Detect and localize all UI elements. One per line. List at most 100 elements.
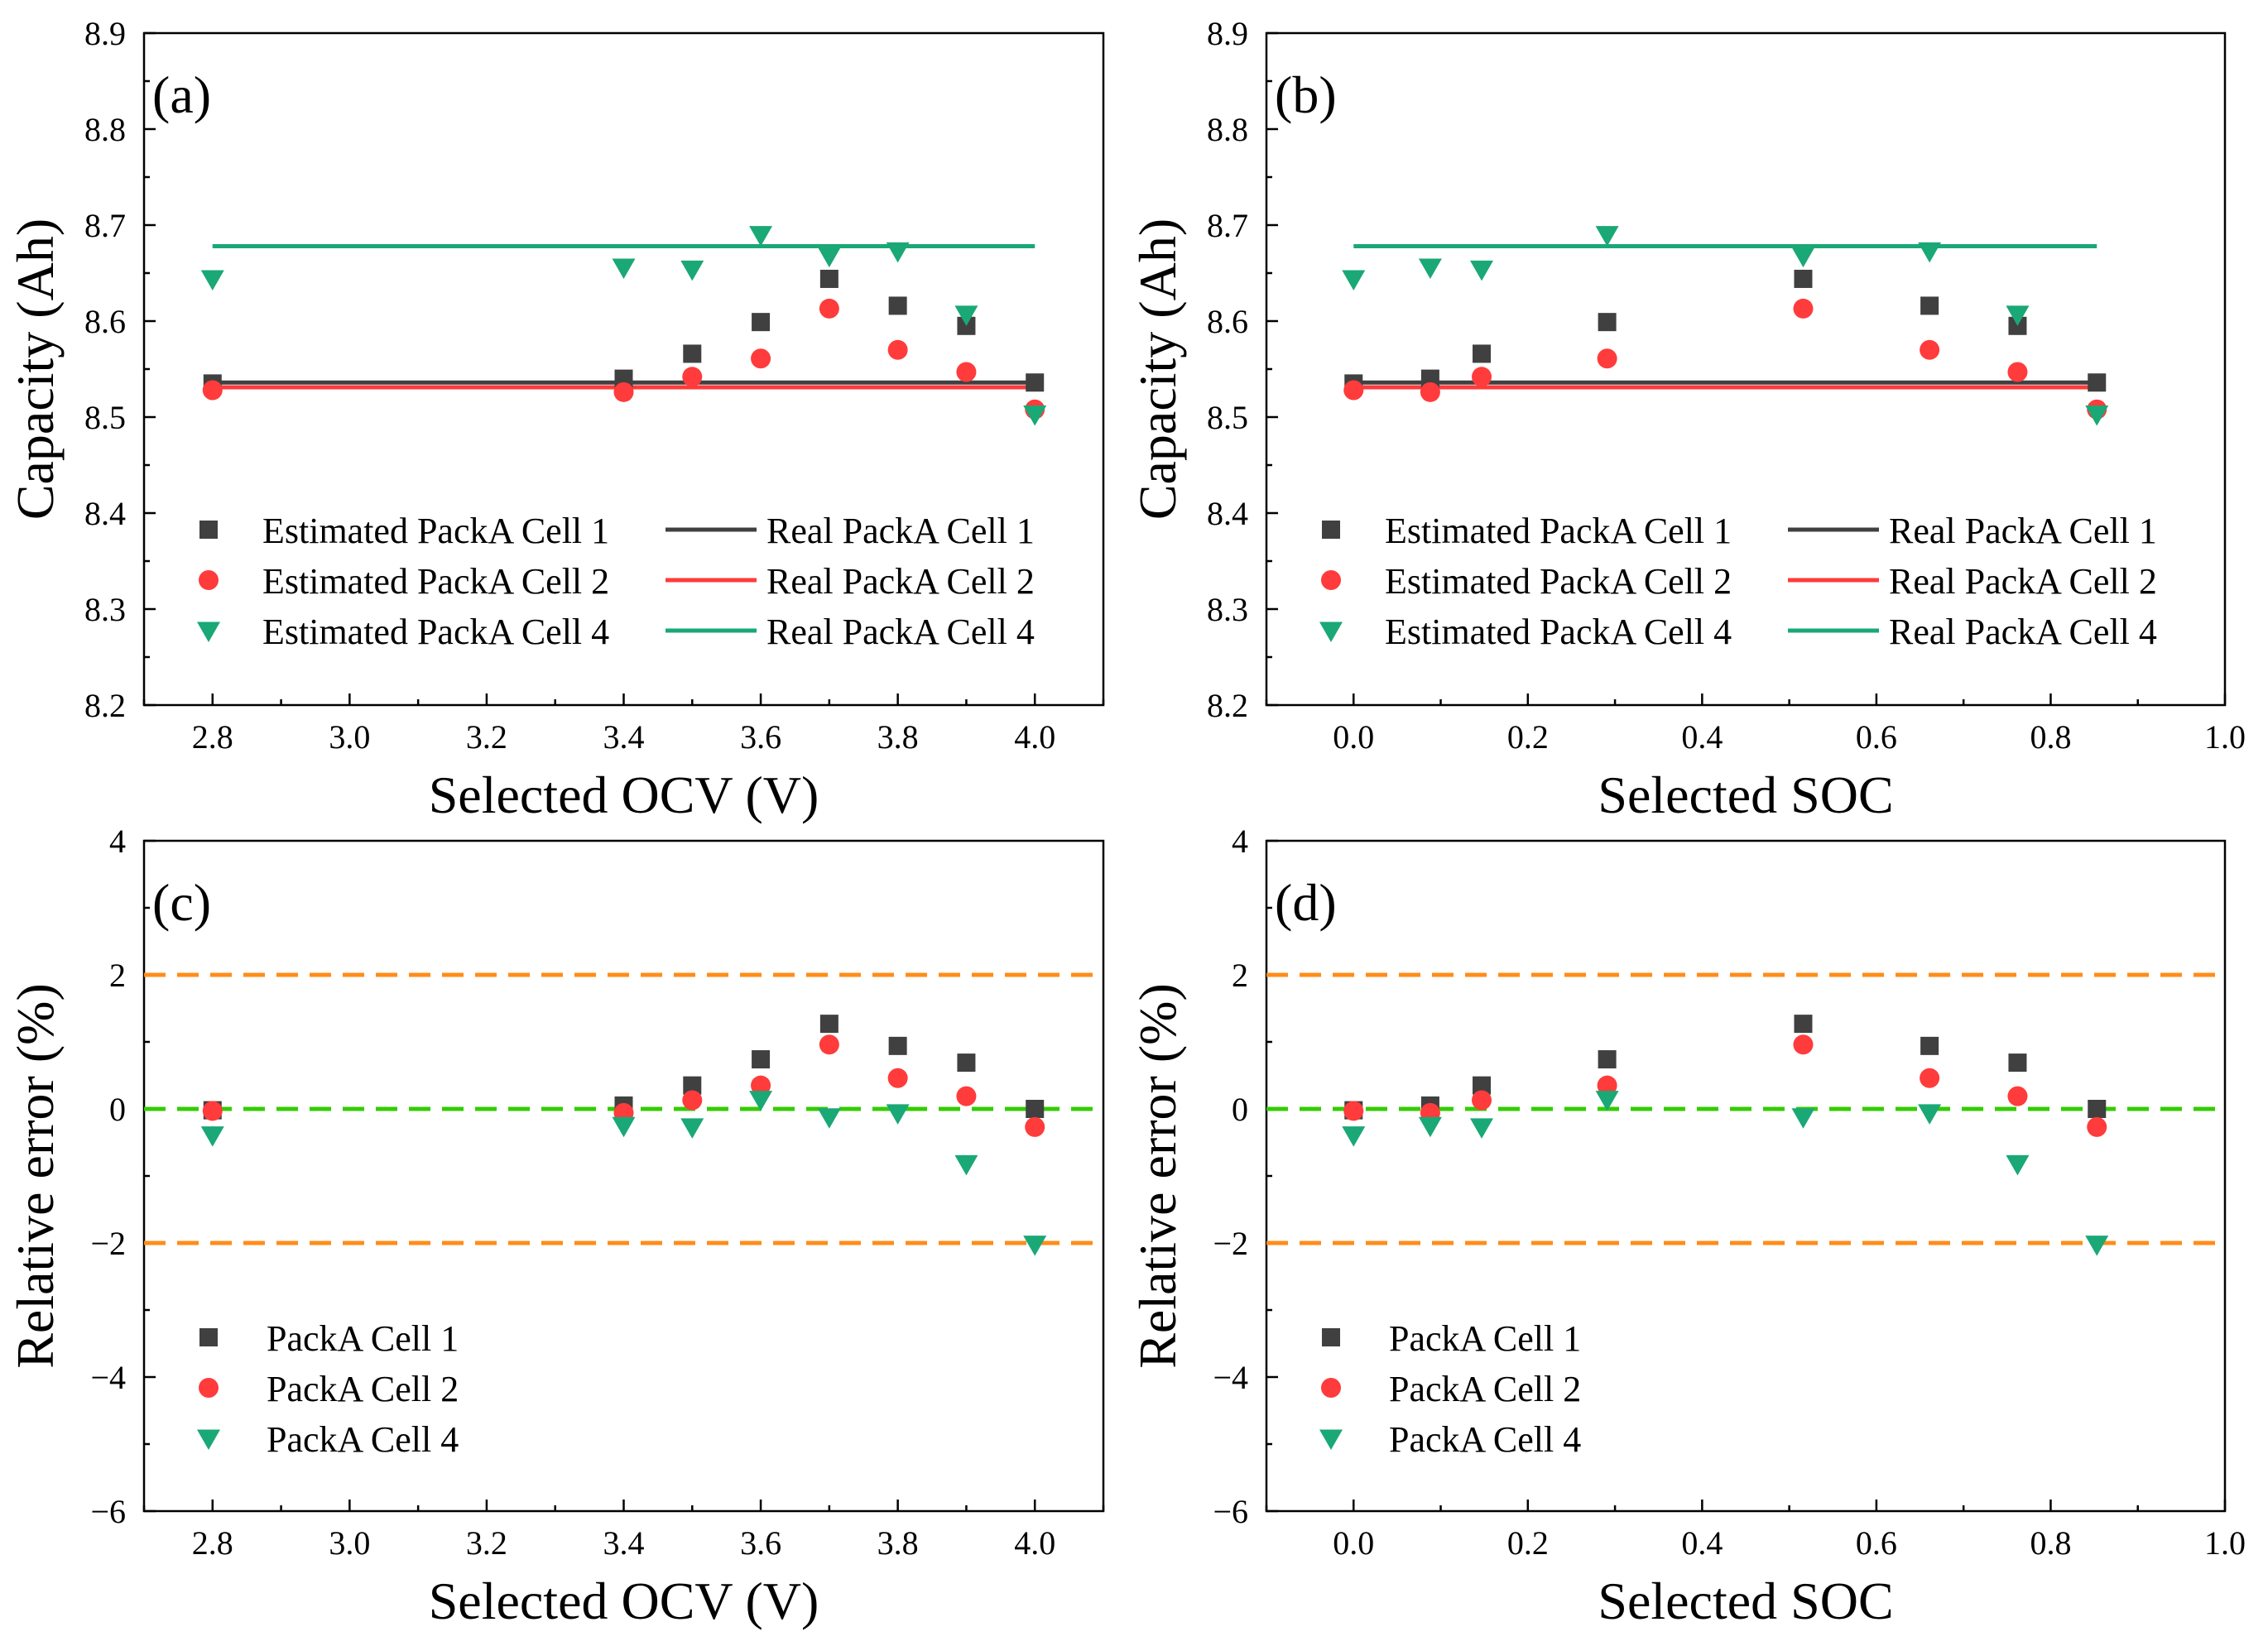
data-point: [954, 1154, 978, 1176]
data-point: [202, 1101, 223, 1121]
y-axis: −6 −4 −2 0 2 4: [90, 823, 156, 1530]
x-tick-label: 0.2: [1507, 718, 1549, 756]
x-tick-label: 4.0: [1014, 718, 1055, 756]
x-axis-title: Selected OCV (V): [429, 765, 819, 824]
legend-label: Estimated PackA Cell 1: [262, 511, 609, 551]
legend-marker: [197, 1429, 220, 1450]
data-point: [613, 382, 634, 402]
legend-label: Real PackA Cell 2: [1889, 561, 2157, 602]
y-tick-label: 8.5: [1207, 399, 1248, 436]
series-3: [200, 226, 1047, 426]
data-point: [1343, 1101, 1364, 1121]
x-tick-label: 0.0: [1333, 1524, 1374, 1562]
data-point: [680, 260, 704, 281]
x-axis-title: Selected SOC: [1598, 1572, 1893, 1630]
legend-label: Estimated PackA Cell 4: [1385, 612, 1732, 652]
x-tick-label: 2.8: [192, 718, 233, 756]
legend-label: Real PackA Cell 2: [766, 561, 1035, 602]
panel-label: (a): [152, 65, 211, 124]
series-3: [1342, 226, 2109, 426]
legend-marker: [199, 570, 219, 590]
x-tick-label: 0.2: [1507, 1524, 1549, 1562]
legend-marker: [1322, 1328, 1340, 1346]
x-tick-label: 3.0: [329, 1524, 370, 1562]
y-axis: −6 −4 −2 0 2 4: [1213, 823, 1278, 1530]
data-point: [683, 1076, 702, 1095]
data-point: [1793, 1034, 1814, 1055]
data-point: [682, 367, 703, 387]
data-point: [1920, 296, 1939, 315]
legend-label: Real PackA Cell 4: [766, 612, 1035, 652]
data-point: [200, 1126, 224, 1147]
data-point: [202, 380, 223, 401]
y-axis-title: Capacity (Ah): [1128, 218, 1187, 520]
data-point: [2088, 1100, 2107, 1118]
data-point: [1793, 298, 1814, 319]
legend-label: Estimated PackA Cell 1: [1385, 511, 1732, 551]
legend-marker: [1322, 521, 1340, 539]
y-axis: 8.2 8.3 8.4 8.5 8.6 8.7 8.8 8.9: [84, 15, 156, 724]
legend-label: PackA Cell 1: [267, 1318, 459, 1359]
y-tick-label: 8.7: [1207, 207, 1248, 244]
x-tick-label: 3.8: [877, 1524, 919, 1562]
data-point: [2087, 1116, 2107, 1137]
series-2: [202, 298, 1045, 420]
y-tick-label: −6: [90, 1493, 126, 1530]
y-tick-label: −2: [90, 1225, 126, 1262]
series-3: [200, 1091, 1047, 1256]
legend-marker: [1319, 1429, 1343, 1450]
data-point: [2006, 305, 2030, 326]
series-2: [1343, 1034, 2107, 1137]
data-point: [1791, 247, 1815, 268]
x-axis: 0.0 0.2 0.4 0.6 0.8 1.0: [1265, 693, 2246, 756]
legend-marker: [1321, 1378, 1341, 1398]
x-tick-label: 3.0: [329, 718, 370, 756]
data-point: [887, 1068, 908, 1088]
y-tick-label: 0: [109, 1091, 126, 1128]
legend: PackA Cell 1 PackA Cell 2 PackA Cell 4: [1319, 1318, 1581, 1460]
x-tick-label: 3.6: [740, 1524, 781, 1562]
data-point: [1598, 313, 1617, 332]
y-axis-title: Capacity (Ah): [6, 218, 65, 520]
data-point: [1918, 1104, 1942, 1125]
x-axis: 0.0 0.2 0.4 0.6 0.8 1.0: [1265, 1500, 2246, 1562]
data-point: [888, 1036, 907, 1055]
data-point: [749, 1091, 773, 1111]
panel-label: (d): [1275, 873, 1337, 932]
y-tick-label: 8.6: [1207, 303, 1248, 340]
y-tick-label: −4: [1213, 1359, 1248, 1396]
data-point: [2006, 1154, 2030, 1176]
data-point: [819, 269, 838, 288]
legend-marker: [197, 621, 220, 642]
x-tick-label: 0.0: [1333, 718, 1374, 756]
data-point: [2088, 373, 2107, 392]
x-tick-label: 3.4: [603, 1524, 645, 1562]
legend-marker: [1321, 570, 1341, 590]
y-tick-label: 8.3: [1207, 591, 1248, 628]
data-point: [1420, 369, 1439, 388]
y-tick-label: 4: [1232, 823, 1248, 860]
y-tick-label: 2: [109, 957, 126, 994]
legend-marker: [199, 1328, 218, 1346]
data-point: [1595, 1091, 1619, 1111]
plot-frame: [142, 839, 1105, 1513]
data-point: [752, 1050, 771, 1069]
x-axis-title: Selected SOC: [1598, 765, 1893, 824]
x-tick-label: 0.6: [1856, 1524, 1897, 1562]
legend-label: Estimated PackA Cell 4: [262, 612, 609, 652]
data-point: [1025, 1116, 1045, 1137]
x-tick-label: 0.4: [1681, 718, 1723, 756]
x-tick-label: 3.6: [740, 718, 781, 756]
x-tick-label: 2.8: [192, 1524, 233, 1562]
legend: PackA Cell 1 PackA Cell 2 PackA Cell 4: [197, 1318, 459, 1460]
data-point: [1418, 1116, 1442, 1138]
data-point: [200, 270, 224, 290]
legend-label: PackA Cell 2: [267, 1369, 459, 1409]
y-tick-label: −6: [1213, 1493, 1248, 1530]
x-tick-label: 1.0: [2204, 718, 2246, 756]
data-point: [956, 1086, 977, 1106]
data-point: [612, 258, 636, 280]
data-point: [1473, 1076, 1492, 1095]
x-tick-label: 3.2: [466, 718, 507, 756]
